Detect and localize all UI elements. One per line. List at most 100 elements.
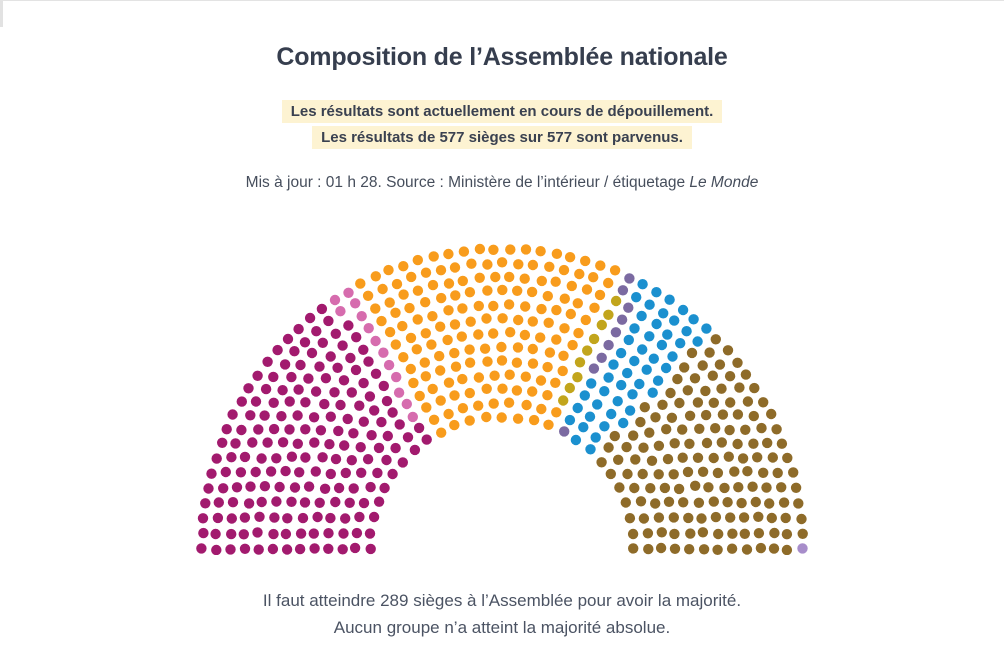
seat-dot[interactable]: [239, 543, 251, 554]
seat-dot[interactable]: [503, 397, 515, 408]
seat-dot[interactable]: [280, 465, 291, 477]
seat-dot[interactable]: [672, 373, 683, 385]
seat-dot[interactable]: [253, 544, 264, 555]
seat-dot[interactable]: [708, 496, 719, 507]
seat-dot[interactable]: [272, 344, 283, 356]
seat-dot[interactable]: [647, 387, 658, 398]
seat-dot[interactable]: [277, 385, 288, 396]
seat-dot[interactable]: [197, 513, 209, 524]
seat-dot[interactable]: [674, 397, 685, 409]
seat-dot[interactable]: [574, 268, 585, 280]
seat-dot[interactable]: [736, 497, 747, 509]
seat-dot[interactable]: [726, 543, 738, 554]
seat-dot[interactable]: [457, 303, 468, 314]
seat-dot[interactable]: [362, 290, 374, 301]
seat-dot[interactable]: [268, 371, 279, 383]
seat-dot[interactable]: [742, 396, 754, 407]
seat-dot[interactable]: [271, 496, 282, 507]
seat-dot[interactable]: [428, 251, 439, 262]
seat-dot[interactable]: [758, 467, 769, 478]
seat-dot[interactable]: [473, 372, 485, 383]
seat-dot[interactable]: [420, 371, 431, 382]
seat-dot[interactable]: [449, 419, 460, 431]
seat-dot[interactable]: [772, 467, 783, 479]
seat-dot[interactable]: [354, 511, 365, 523]
seat-dot[interactable]: [642, 528, 654, 539]
seat-dot[interactable]: [528, 414, 540, 426]
seat-dot[interactable]: [427, 279, 439, 291]
seat-dot[interactable]: [391, 371, 402, 383]
seat-dot[interactable]: [637, 344, 648, 355]
seat-dot[interactable]: [310, 466, 321, 477]
seat-dot[interactable]: [309, 543, 320, 554]
seat-dot[interactable]: [573, 327, 584, 339]
seat-dot[interactable]: [653, 512, 665, 523]
seat-dot[interactable]: [681, 326, 692, 337]
seat-dot[interactable]: [551, 248, 563, 259]
seat-dot[interactable]: [629, 355, 640, 367]
seat-dot[interactable]: [420, 328, 431, 339]
seat-dot[interactable]: [293, 384, 304, 395]
seat-dot[interactable]: [559, 293, 570, 304]
seat-dot[interactable]: [286, 496, 297, 507]
seat-dot[interactable]: [686, 347, 698, 359]
seat-dot[interactable]: [768, 543, 780, 554]
seat-dot[interactable]: [574, 357, 586, 368]
seat-dot[interactable]: [409, 444, 421, 456]
seat-dot[interactable]: [411, 344, 422, 355]
seat-dot[interactable]: [235, 467, 247, 478]
seat-dot[interactable]: [398, 289, 409, 300]
seat-dot[interactable]: [303, 481, 315, 492]
seat-dot[interactable]: [623, 302, 634, 313]
seat-dot[interactable]: [635, 496, 647, 507]
seat-dot[interactable]: [319, 398, 330, 410]
seat-dot[interactable]: [624, 405, 636, 416]
seat-dot[interactable]: [245, 481, 256, 492]
seat-dot[interactable]: [505, 327, 516, 338]
seat-dot[interactable]: [391, 278, 403, 290]
seat-dot[interactable]: [384, 297, 395, 308]
seat-dot[interactable]: [449, 347, 460, 359]
seat-dot[interactable]: [694, 423, 705, 434]
seat-dot[interactable]: [682, 466, 694, 478]
seat-dot[interactable]: [383, 359, 395, 371]
seat-dot[interactable]: [570, 434, 582, 446]
seat-dot[interactable]: [656, 527, 667, 538]
seat-dot[interactable]: [497, 284, 508, 296]
seat-dot[interactable]: [544, 261, 555, 272]
seat-dot[interactable]: [482, 259, 493, 270]
seat-dot[interactable]: [764, 498, 775, 509]
seat-dot[interactable]: [697, 466, 709, 477]
seat-dot[interactable]: [797, 528, 808, 539]
seat-dot[interactable]: [376, 416, 387, 428]
seat-dot[interactable]: [707, 370, 718, 381]
seat-dot[interactable]: [698, 544, 710, 555]
seat-dot[interactable]: [504, 271, 515, 283]
seat-dot[interactable]: [776, 482, 787, 493]
seat-dot[interactable]: [734, 382, 745, 393]
seat-dot[interactable]: [284, 424, 295, 435]
seat-dot[interactable]: [729, 466, 740, 477]
seat-dot[interactable]: [758, 397, 769, 408]
seat-dot[interactable]: [650, 498, 661, 509]
seat-dot[interactable]: [330, 328, 341, 339]
seat-dot[interactable]: [365, 543, 376, 555]
seat-dot[interactable]: [762, 437, 773, 449]
seat-dot[interactable]: [753, 511, 764, 522]
seat-dot[interactable]: [250, 396, 262, 407]
seat-dot[interactable]: [712, 544, 723, 555]
seat-dot[interactable]: [254, 511, 265, 522]
seat-dot[interactable]: [337, 544, 348, 555]
seat-dot[interactable]: [629, 323, 640, 334]
seat-dot[interactable]: [559, 426, 570, 437]
seat-dot[interactable]: [289, 346, 300, 357]
seat-dot[interactable]: [677, 452, 688, 463]
seat-dot[interactable]: [724, 424, 735, 436]
seat-dot[interactable]: [256, 496, 267, 508]
seat-dot[interactable]: [550, 377, 561, 388]
seat-dot[interactable]: [236, 396, 247, 407]
seat-dot[interactable]: [752, 452, 763, 463]
seat-dot[interactable]: [609, 265, 621, 276]
seat-dot[interactable]: [724, 371, 736, 382]
seat-dot[interactable]: [340, 513, 351, 524]
